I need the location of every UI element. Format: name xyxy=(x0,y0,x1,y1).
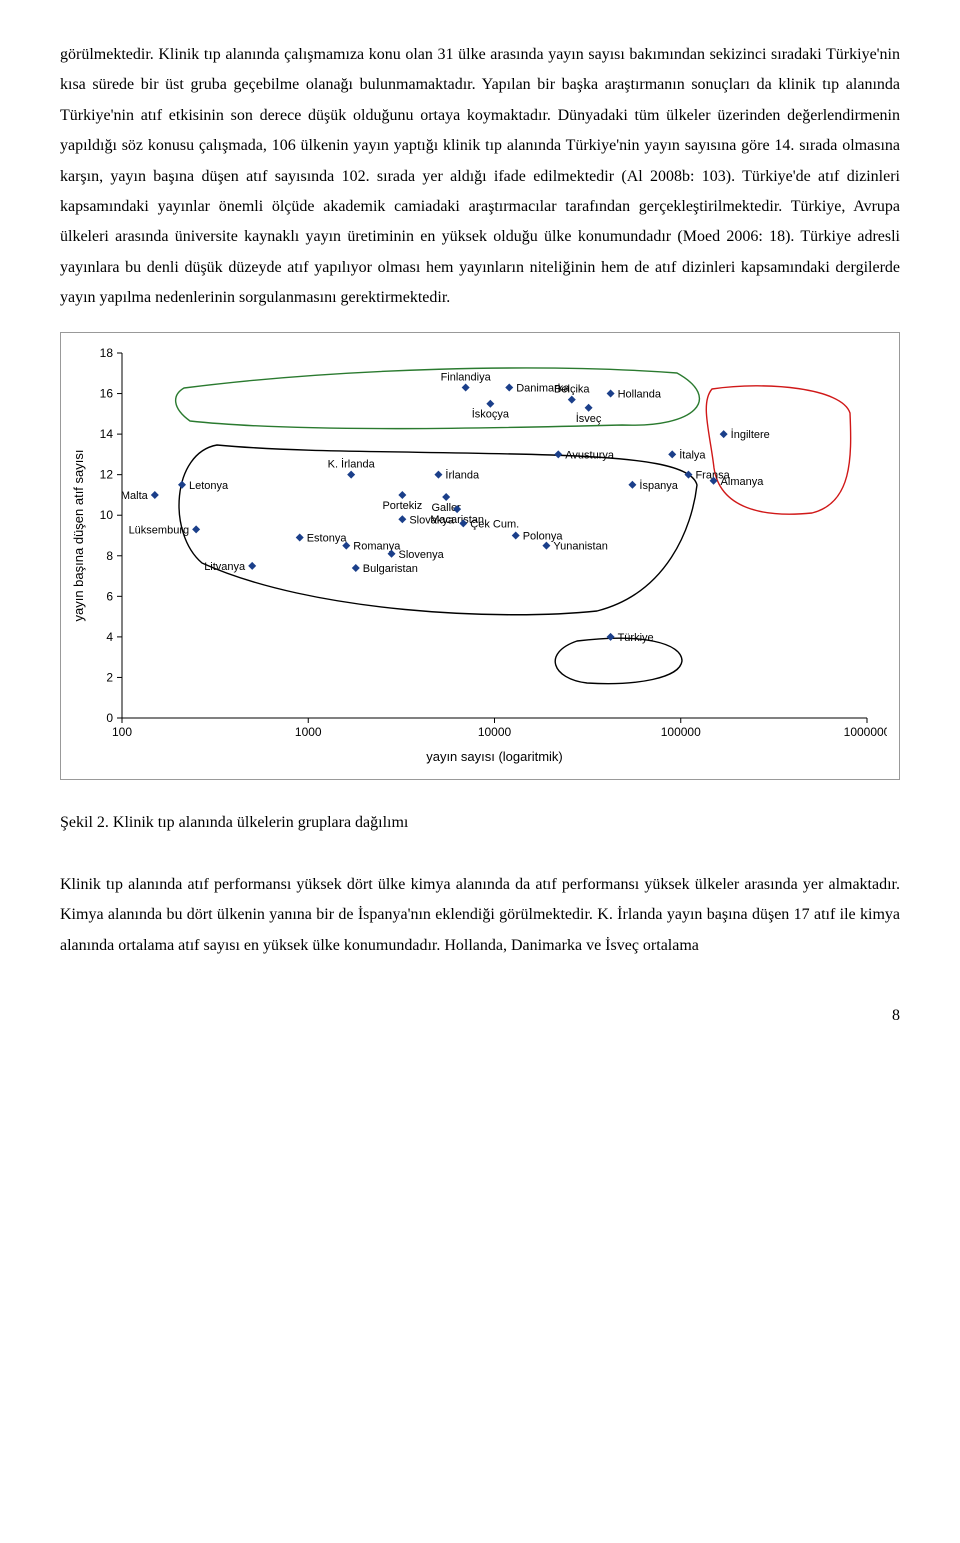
svg-text:Romanya: Romanya xyxy=(353,540,401,552)
svg-text:Slovenya: Slovenya xyxy=(399,548,445,560)
body-paragraph-1: görülmektedir. Klinik tıp alanında çalış… xyxy=(60,40,900,314)
svg-text:14: 14 xyxy=(100,427,114,441)
page-number: 8 xyxy=(60,1001,900,1031)
svg-text:1000000: 1000000 xyxy=(844,725,887,739)
svg-text:100: 100 xyxy=(112,725,132,739)
svg-text:Estonya: Estonya xyxy=(307,532,348,544)
svg-text:yayın sayısı (logaritmik): yayın sayısı (logaritmik) xyxy=(426,749,563,764)
svg-text:10: 10 xyxy=(100,508,114,522)
svg-text:Finlandiya: Finlandiya xyxy=(441,371,492,383)
svg-text:2: 2 xyxy=(106,670,113,684)
figure-2-caption: Şekil 2. Klinik tıp alanında ülkelerin g… xyxy=(60,808,900,838)
svg-text:Hollanda: Hollanda xyxy=(618,388,662,400)
svg-text:12: 12 xyxy=(100,467,114,481)
scatter-plot-svg: 0 2 4 6 8 10 12 14 16 18 100 1000 10000 100000 1000000… xyxy=(67,343,887,773)
svg-text:1000: 1000 xyxy=(295,725,322,739)
svg-text:Litvanya: Litvanya xyxy=(204,560,246,572)
svg-text:Çek Cum.: Çek Cum. xyxy=(470,518,519,530)
svg-text:Letonya: Letonya xyxy=(189,479,229,491)
svg-text:Malta: Malta xyxy=(121,489,149,501)
svg-text:4: 4 xyxy=(106,629,113,643)
svg-text:Lüksemburg: Lüksemburg xyxy=(129,524,190,536)
body-paragraph-2: Klinik tıp alanında atıf performansı yük… xyxy=(60,870,900,961)
svg-text:Belçika: Belçika xyxy=(554,383,590,395)
svg-text:16: 16 xyxy=(100,386,114,400)
svg-text:K. İrlanda: K. İrlanda xyxy=(328,457,376,470)
svg-text:Almanya: Almanya xyxy=(721,475,765,487)
svg-text:6: 6 xyxy=(106,589,113,603)
svg-text:18: 18 xyxy=(100,346,114,360)
svg-text:İsveç: İsveç xyxy=(576,411,602,424)
svg-text:Bulgaristan: Bulgaristan xyxy=(363,562,418,574)
svg-text:İrlanda: İrlanda xyxy=(445,468,480,481)
figure-2-chart: 0 2 4 6 8 10 12 14 16 18 100 1000 10000 100000 1000000… xyxy=(60,332,900,780)
svg-text:İspanya: İspanya xyxy=(639,478,678,491)
svg-text:100000: 100000 xyxy=(661,725,701,739)
svg-text:Portekiz: Portekiz xyxy=(382,499,422,511)
svg-text:İskoçya: İskoçya xyxy=(472,407,510,420)
svg-text:İngiltere: İngiltere xyxy=(731,428,770,441)
svg-text:10000: 10000 xyxy=(478,725,512,739)
svg-text:Avusturya: Avusturya xyxy=(565,449,615,461)
svg-text:8: 8 xyxy=(106,548,113,562)
svg-text:yayın başına düşen atıf sayısı: yayın başına düşen atıf sayısı xyxy=(71,449,86,621)
svg-text:Türkiye: Türkiye xyxy=(618,631,654,643)
svg-text:0: 0 xyxy=(106,711,113,725)
svg-text:Yunanistan: Yunanistan xyxy=(553,540,607,552)
svg-text:İtalya: İtalya xyxy=(679,448,706,461)
